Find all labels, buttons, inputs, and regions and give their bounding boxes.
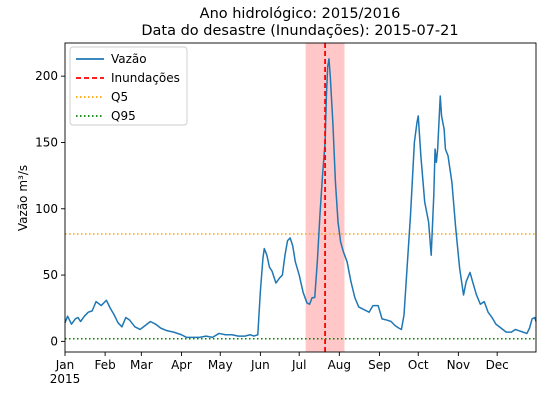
x-tick-label: Feb — [94, 358, 115, 372]
x-tick-label: Sep — [368, 358, 391, 372]
legend-label-q5: Q5 — [111, 90, 128, 104]
x-year-label: 2015 — [50, 372, 81, 386]
x-tick-label: Nov — [447, 358, 470, 372]
x-tick-label: Aug — [328, 358, 351, 372]
y-tick-label: 150 — [35, 135, 58, 149]
legend-label-vazao: Vazão — [111, 52, 147, 66]
x-tick-label: Dec — [486, 358, 509, 372]
chart-title-line1: Ano hidrológico: 2015/2016 — [200, 6, 401, 22]
x-tick-label: Jun — [250, 358, 270, 372]
y-tick-label: 0 — [50, 334, 58, 348]
x-tick-label: Mar — [130, 358, 153, 372]
chart-title-line2: Data do desastre (Inundações): 2015-07-2… — [141, 23, 458, 39]
y-axis-label: Vazão m³/s — [16, 165, 30, 231]
y-tick-label: 100 — [35, 202, 58, 216]
legend: Vazão Inundações Q5 Q95 — [70, 47, 187, 125]
y-tick-label: 200 — [35, 69, 58, 83]
legend-label-q95: Q95 — [111, 109, 136, 123]
x-tick-label: Apr — [171, 358, 192, 372]
x-tick-label: Jul — [291, 358, 306, 372]
x-tick-label: May — [208, 358, 233, 372]
legend-label-inundacoes: Inundações — [111, 71, 180, 85]
y-tick-label: 50 — [43, 268, 58, 282]
x-tick-label: Oct — [408, 358, 429, 372]
x-tick-label: Jan — [55, 358, 75, 372]
